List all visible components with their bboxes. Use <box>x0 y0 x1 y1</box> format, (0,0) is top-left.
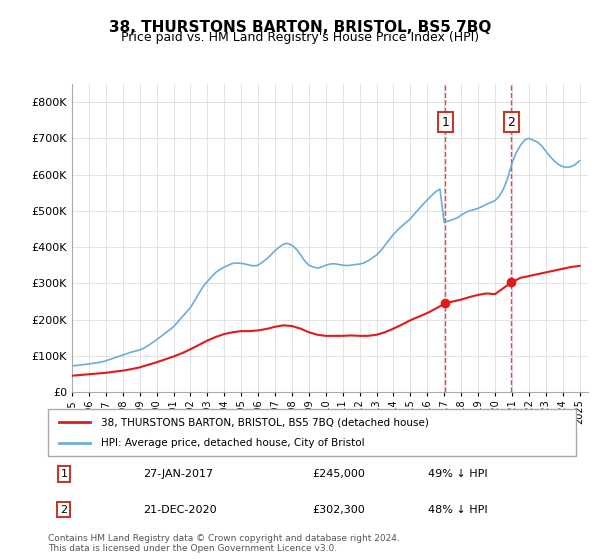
Text: £245,000: £245,000 <box>312 469 365 479</box>
Text: 21-DEC-2020: 21-DEC-2020 <box>143 505 217 515</box>
FancyBboxPatch shape <box>48 409 576 456</box>
Text: HPI: Average price, detached house, City of Bristol: HPI: Average price, detached house, City… <box>101 438 364 448</box>
Text: 27-JAN-2017: 27-JAN-2017 <box>143 469 213 479</box>
Text: 49% ↓ HPI: 49% ↓ HPI <box>428 469 488 479</box>
Text: 2: 2 <box>60 505 67 515</box>
Text: Contains HM Land Registry data © Crown copyright and database right 2024.
This d: Contains HM Land Registry data © Crown c… <box>48 534 400 553</box>
Text: 1: 1 <box>442 115 449 129</box>
Text: 38, THURSTONS BARTON, BRISTOL, BS5 7BQ: 38, THURSTONS BARTON, BRISTOL, BS5 7BQ <box>109 20 491 35</box>
Text: 2: 2 <box>508 115 515 129</box>
Text: 1: 1 <box>61 469 67 479</box>
Text: 38, THURSTONS BARTON, BRISTOL, BS5 7BQ (detached house): 38, THURSTONS BARTON, BRISTOL, BS5 7BQ (… <box>101 417 428 427</box>
Text: Price paid vs. HM Land Registry's House Price Index (HPI): Price paid vs. HM Land Registry's House … <box>121 31 479 44</box>
Text: £302,300: £302,300 <box>312 505 365 515</box>
Text: 48% ↓ HPI: 48% ↓ HPI <box>428 505 488 515</box>
